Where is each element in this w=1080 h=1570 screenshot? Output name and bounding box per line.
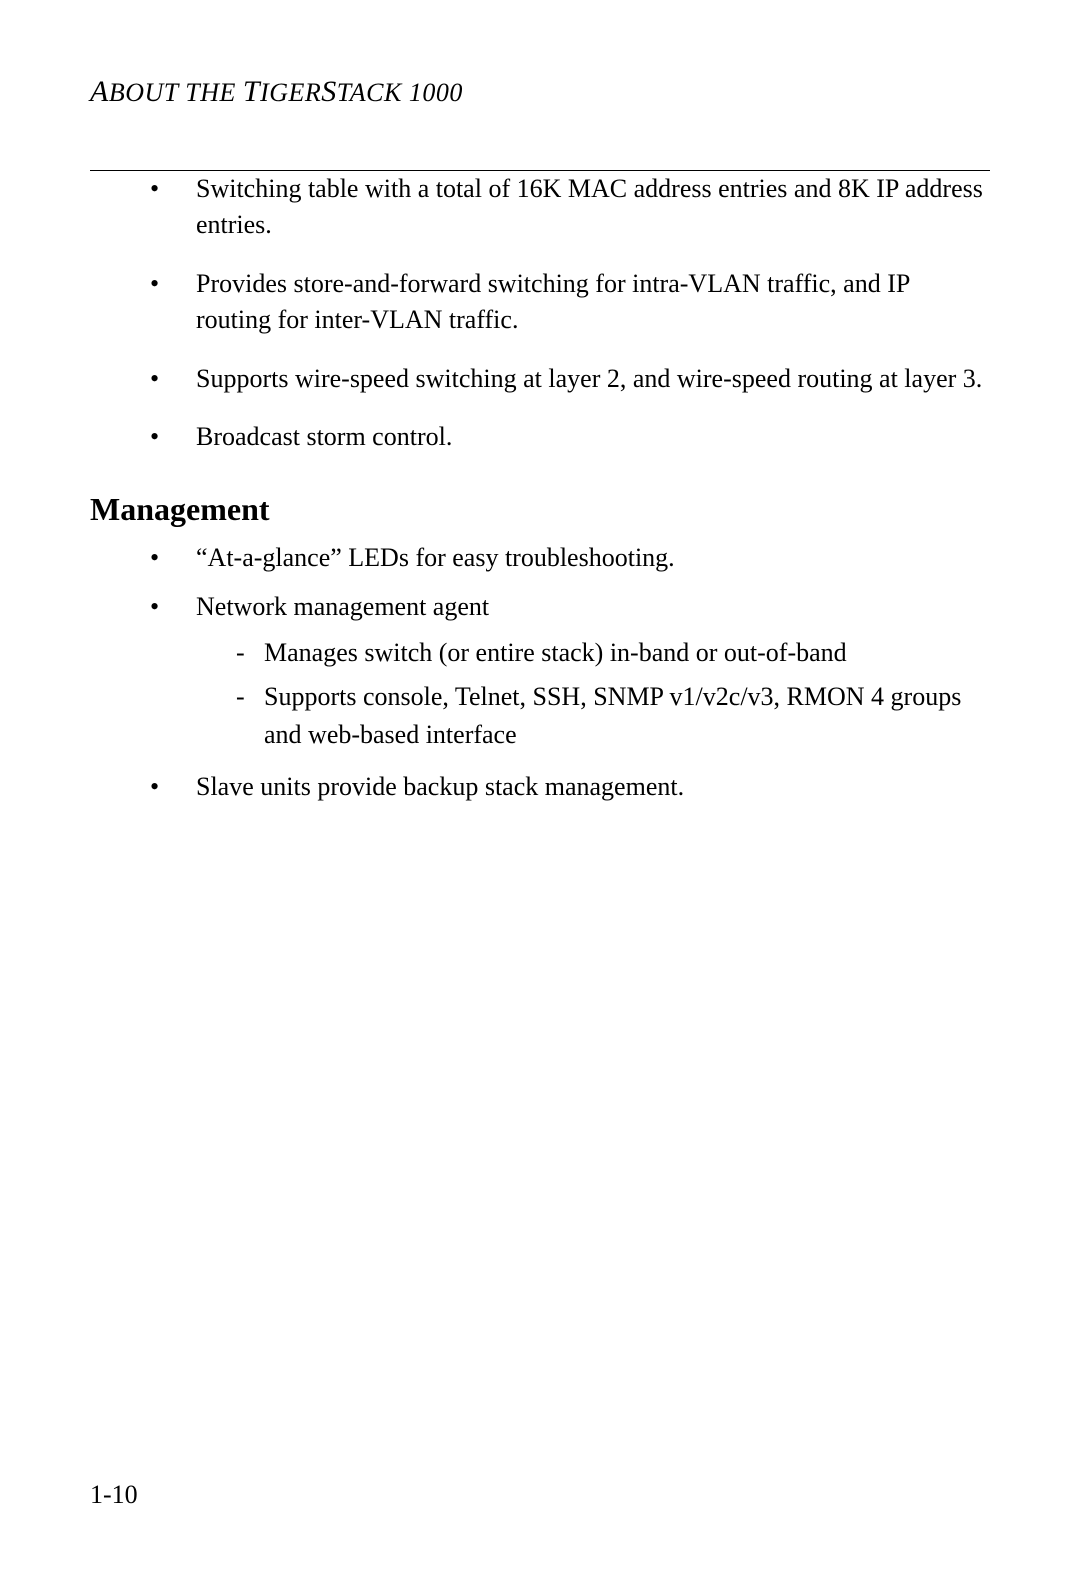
management-bullets-indented: “At-a-glance” LEDs for easy troubleshoot… [90, 538, 990, 577]
list-item: Provides store-and-forward switching for… [150, 266, 990, 339]
running-header: ABOUT THE TIGERSTACK 1000 [90, 75, 990, 171]
list-item: Supports wire-speed switching at layer 2… [150, 361, 990, 397]
management-bullets: Network management agent Manages switch … [90, 587, 990, 806]
page-number: 1-10 [90, 1480, 138, 1510]
list-item: Network management agent Manages switch … [150, 587, 990, 753]
feature-bullets: Switching table with a total of 16K MAC … [90, 171, 990, 455]
section-heading-management: Management [90, 491, 990, 528]
sub-list-item: Supports console, Telnet, SSH, SNMP v1/v… [236, 678, 990, 753]
page: ABOUT THE TIGERSTACK 1000 Switching tabl… [0, 0, 1080, 1570]
list-item: Slave units provide backup stack managem… [150, 767, 990, 806]
sub-bullets: Manages switch (or entire stack) in-band… [196, 634, 990, 753]
list-item: Switching table with a total of 16K MAC … [150, 171, 990, 244]
list-item: Broadcast storm control. [150, 419, 990, 455]
list-item: “At-a-glance” LEDs for easy troubleshoot… [150, 538, 990, 577]
running-header-text: ABOUT THE TIGERSTACK 1000 [90, 75, 990, 115]
list-item-text: Slave units provide backup stack managem… [196, 772, 684, 801]
list-item-text: Network management agent [196, 592, 489, 621]
sub-list-item: Manages switch (or entire stack) in-band… [236, 634, 990, 672]
